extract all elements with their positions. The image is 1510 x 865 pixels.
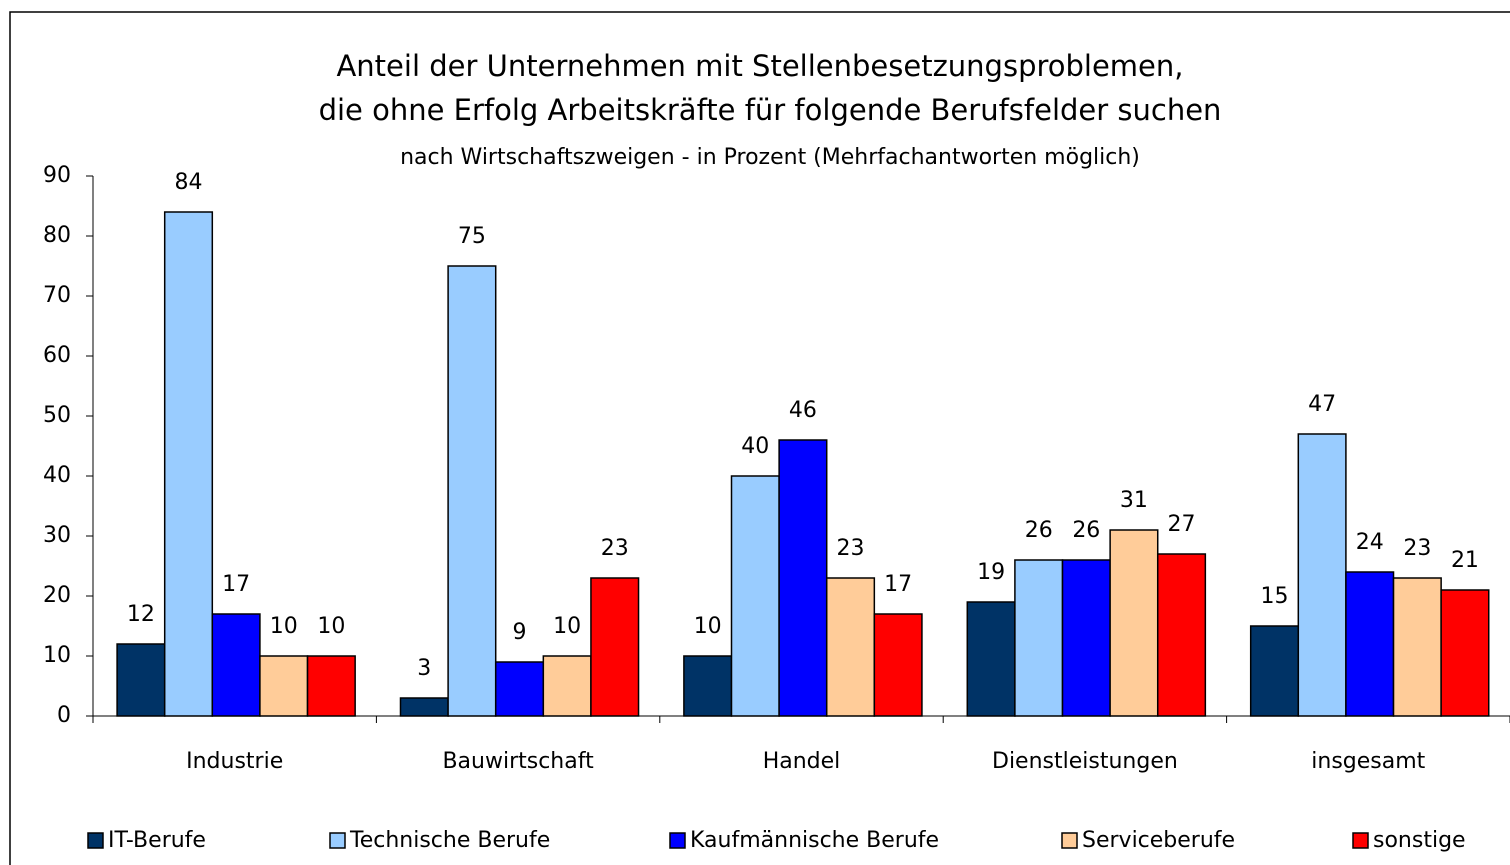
legend-label: Kaufmännische Berufe bbox=[690, 828, 939, 853]
value-label: 84 bbox=[175, 170, 203, 195]
bar bbox=[259, 655, 309, 717]
bar bbox=[306, 655, 356, 717]
value-label: 17 bbox=[222, 572, 250, 597]
legend-swatch bbox=[1061, 832, 1078, 849]
bar bbox=[966, 601, 1016, 717]
x-tick-label: Handel bbox=[763, 749, 841, 774]
value-label: 75 bbox=[458, 224, 486, 249]
legend-label: IT-Berufe bbox=[108, 828, 206, 853]
bar bbox=[1156, 553, 1207, 717]
bar bbox=[778, 439, 828, 717]
chart-frame bbox=[9, 11, 1510, 865]
bar bbox=[1249, 625, 1300, 717]
value-label: 10 bbox=[317, 614, 345, 639]
bar bbox=[683, 655, 733, 717]
bar bbox=[825, 577, 876, 717]
legend-swatch bbox=[87, 832, 104, 849]
value-label: 21 bbox=[1451, 548, 1479, 573]
value-label: 15 bbox=[1260, 584, 1288, 609]
bar bbox=[494, 661, 545, 717]
x-tick-label: Industrie bbox=[186, 749, 283, 774]
bar bbox=[873, 613, 923, 717]
legend-swatch bbox=[1352, 832, 1369, 849]
value-label: 46 bbox=[789, 398, 817, 423]
y-tick-label: 40 bbox=[43, 463, 71, 488]
y-tick-label: 0 bbox=[57, 703, 71, 728]
y-tick-label: 80 bbox=[43, 223, 71, 248]
bar bbox=[1297, 433, 1347, 717]
bar bbox=[730, 475, 780, 717]
value-label: 27 bbox=[1168, 512, 1196, 537]
bar bbox=[1109, 529, 1159, 717]
bar bbox=[163, 211, 214, 717]
value-label: 31 bbox=[1120, 488, 1148, 513]
y-tick-label: 20 bbox=[43, 583, 71, 608]
chart-subtitle: nach Wirtschaftszweigen - in Prozent (Me… bbox=[400, 145, 1140, 170]
value-label: 12 bbox=[127, 602, 155, 627]
value-label: 3 bbox=[417, 656, 431, 681]
bar bbox=[1061, 559, 1111, 717]
value-label: 23 bbox=[1403, 536, 1431, 561]
legend-label: Technische Berufe bbox=[349, 828, 550, 853]
bar bbox=[1440, 589, 1490, 717]
bar bbox=[116, 643, 166, 717]
y-tick-label: 70 bbox=[43, 283, 71, 308]
y-tick-label: 60 bbox=[43, 343, 71, 368]
value-label: 10 bbox=[270, 614, 298, 639]
chart-title: die ohne Erfolg Arbeitskräfte für folgen… bbox=[319, 93, 1222, 127]
bar bbox=[542, 655, 592, 717]
bar bbox=[590, 577, 640, 717]
bar bbox=[1014, 559, 1064, 717]
bar bbox=[1392, 577, 1442, 717]
value-label: 19 bbox=[977, 560, 1005, 585]
value-label: 9 bbox=[513, 620, 527, 645]
y-tick-label: 30 bbox=[43, 523, 71, 548]
value-label: 10 bbox=[553, 614, 581, 639]
bar bbox=[447, 265, 497, 717]
value-label: 24 bbox=[1356, 530, 1384, 555]
y-tick-label: 10 bbox=[43, 643, 71, 668]
value-label: 23 bbox=[837, 536, 865, 561]
y-tick-label: 90 bbox=[43, 163, 71, 188]
legend-label: sonstige bbox=[1373, 828, 1466, 853]
legend-label: Serviceberufe bbox=[1082, 828, 1235, 853]
legend-swatch bbox=[669, 832, 686, 849]
value-label: 17 bbox=[884, 572, 912, 597]
x-tick-label: Bauwirtschaft bbox=[442, 749, 594, 774]
value-label: 26 bbox=[1072, 518, 1100, 543]
y-tick-label: 50 bbox=[43, 403, 71, 428]
value-label: 40 bbox=[741, 434, 769, 459]
legend-swatch bbox=[329, 832, 346, 849]
bar bbox=[1345, 571, 1395, 717]
x-tick-label: insgesamt bbox=[1311, 749, 1425, 774]
bar bbox=[211, 613, 261, 717]
chart-title: Anteil der Unternehmen mit Stellenbesetz… bbox=[336, 49, 1183, 83]
value-label: 26 bbox=[1025, 518, 1053, 543]
bar bbox=[399, 697, 449, 717]
x-tick-label: Dienstleistungen bbox=[992, 749, 1178, 774]
value-label: 10 bbox=[694, 614, 722, 639]
value-label: 23 bbox=[601, 536, 629, 561]
value-label: 47 bbox=[1308, 392, 1336, 417]
